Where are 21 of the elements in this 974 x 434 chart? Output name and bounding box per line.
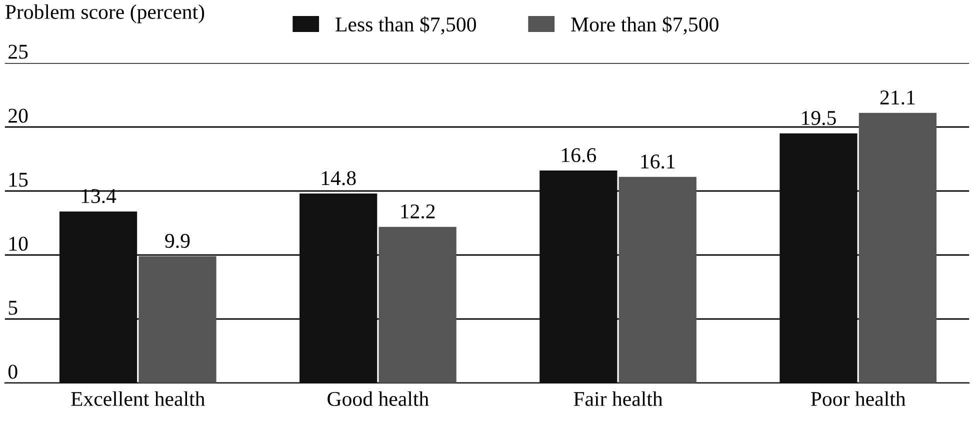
y-tick-label: 15 <box>9 172 28 187</box>
legend-label: More than $7,500 <box>571 16 718 35</box>
data-label: 13.4 <box>82 189 116 204</box>
data-label: 16.6 <box>562 148 596 162</box>
x-tick-label: Excellent health <box>71 391 205 406</box>
data-label: 12.2 <box>401 204 435 219</box>
data-label: 9.9 <box>165 234 190 248</box>
y-axis-title: Problem score (percent) <box>5 4 204 24</box>
x-tick-label: Fair health <box>574 391 663 406</box>
y-tick-label: 10 <box>9 236 28 251</box>
y-tick-label: 25 <box>8 44 28 59</box>
y-tick-label: 20 <box>8 108 28 123</box>
y-tick-label: 0 <box>8 364 18 379</box>
x-tick-label: Poor health <box>810 391 906 406</box>
y-tick-label: 5 <box>8 300 18 315</box>
data-label: 16.1 <box>641 154 675 169</box>
data-label: 19.5 <box>802 111 836 126</box>
data-label: 14.8 <box>322 171 356 186</box>
legend-label: Less than $7,500 <box>336 16 476 35</box>
x-tick-label: Good health <box>328 391 429 406</box>
data-label: 21.1 <box>880 90 915 105</box>
